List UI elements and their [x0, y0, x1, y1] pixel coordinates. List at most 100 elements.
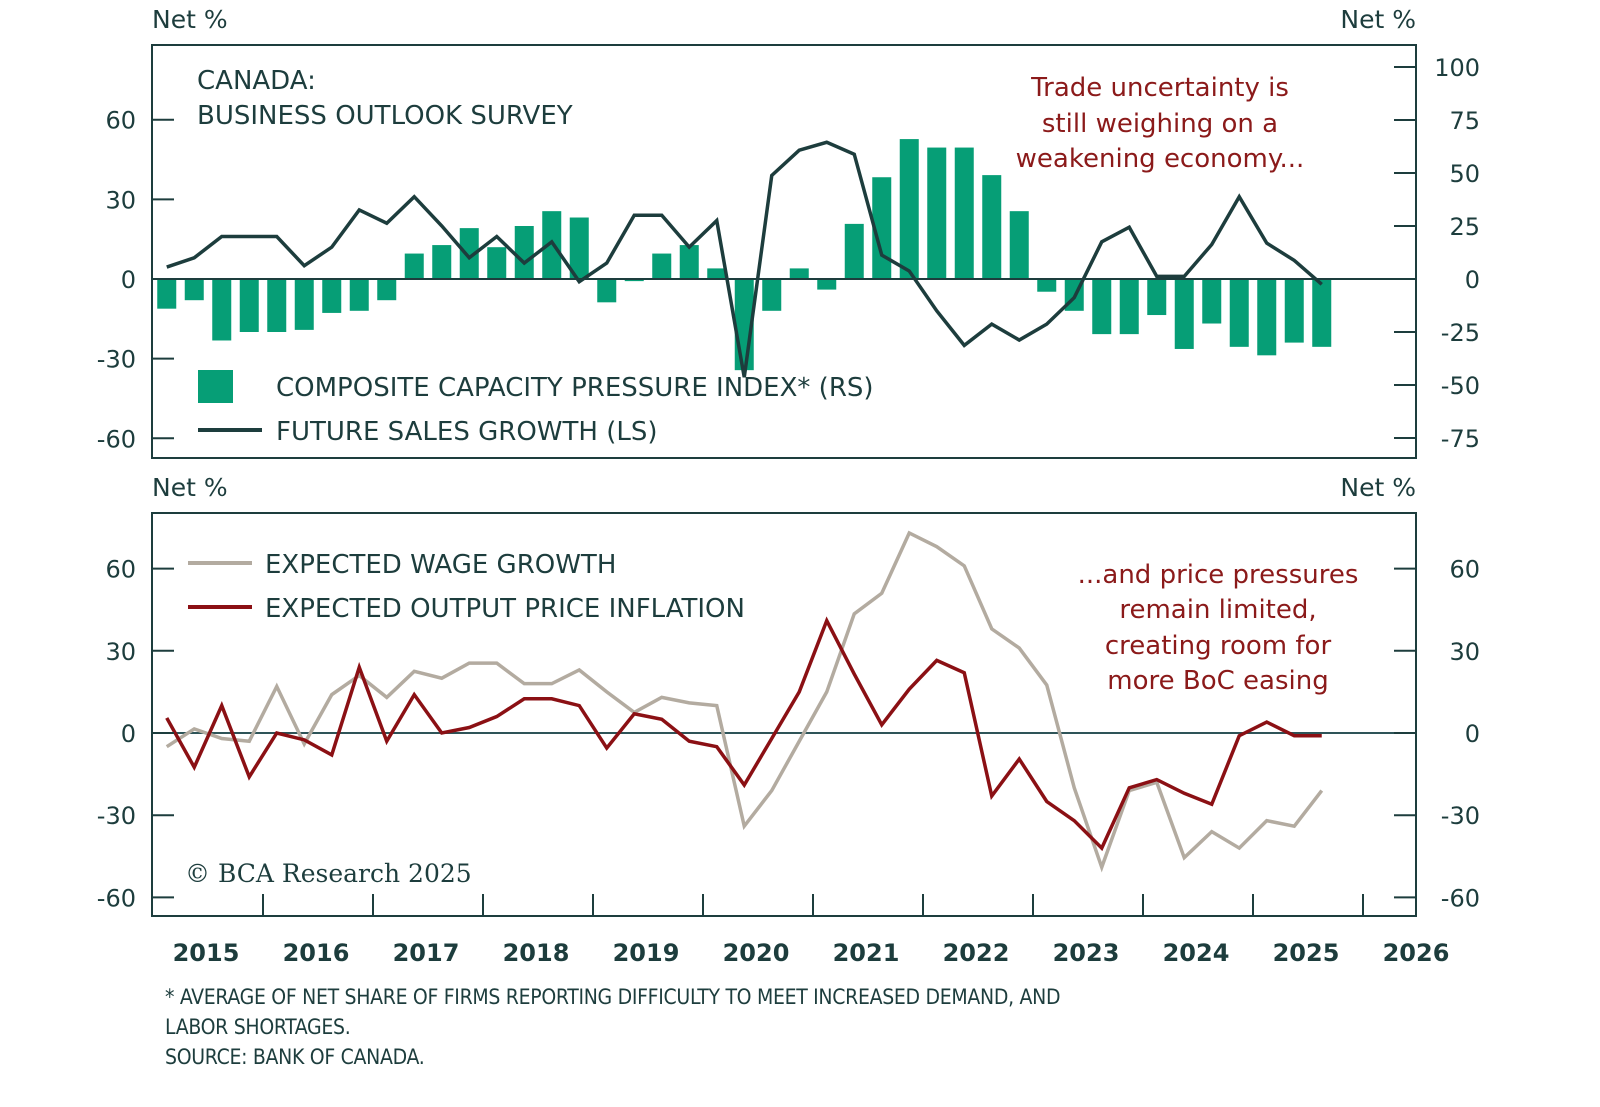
capacity-pressure-bar [184, 279, 204, 301]
bottom-legend: EXPECTED WAGE GROWTH EXPECTED OUTPUT PRI… [188, 550, 745, 624]
bottom-left-tick-label: 0 [121, 720, 136, 748]
top-right-tick-label: 0 [1465, 266, 1480, 294]
bottom-annotation-line-1: ...and price pressures [1078, 560, 1359, 590]
capacity-pressure-bar [1037, 279, 1057, 292]
bottom-right-tick-label: 30 [1449, 638, 1480, 666]
x-tick-label: 2016 [283, 939, 350, 967]
capacity-pressure-bar [817, 279, 837, 290]
capacity-pressure-bar [569, 217, 589, 279]
top-left-tick-label: 30 [105, 186, 136, 214]
capacity-pressure-bar [597, 279, 617, 303]
x-axis: 2015 2016 2017 2018 2019 2020 2021 2022 2023 2024… [173, 894, 1450, 967]
capacity-pressure-bar [404, 253, 424, 279]
capacity-pressure-bar [487, 247, 507, 279]
bottom-right-tick-label: 60 [1449, 556, 1480, 584]
legend-label-future-sales: FUTURE SALES GROWTH (LS) [276, 417, 657, 447]
legend-bar-swatch [198, 370, 233, 403]
future-sales-growth-line [166, 140, 1323, 378]
x-tick-label: 2024 [1163, 939, 1230, 967]
capacity-pressure-bar [1312, 279, 1332, 347]
top-right-tick-label: -75 [1441, 425, 1480, 453]
capacity-pressure-bar [1174, 279, 1194, 349]
capacity-pressure-bar [1257, 279, 1277, 356]
x-tick-label: 2021 [833, 939, 900, 967]
bottom-left-tick-label: 30 [105, 638, 136, 666]
capacity-pressure-bar [1092, 279, 1112, 335]
x-tick-label: 2022 [943, 939, 1010, 967]
bottom-annotation-line-2: remain limited, [1119, 595, 1316, 625]
bottom-right-tick-label: -60 [1441, 884, 1480, 912]
top-annotation-line-1: Trade uncertainty is [1030, 73, 1289, 103]
capacity-pressure-bar [157, 279, 177, 309]
top-panel: Net % Net % 60 30 0 -30 -60 100 75 50 25 0 -25 -50… [97, 5, 1480, 459]
capacity-pressure-bar [267, 279, 287, 332]
bottom-annotation-line-4: more BoC easing [1107, 666, 1328, 696]
capacity-pressure-bar [844, 223, 864, 279]
x-tick-label: 2025 [1273, 939, 1340, 967]
top-right-tick-label: -25 [1441, 319, 1480, 347]
top-bars-group [157, 139, 1332, 371]
top-right-unit-label: Net % [1340, 5, 1416, 34]
top-right-tick-label: 25 [1449, 213, 1480, 241]
top-annotation-line-3: weakening economy... [1016, 144, 1305, 174]
bottom-plot-frame [151, 512, 1417, 917]
bottom-right-axis: 60 30 0 -30 -60 [1394, 556, 1480, 912]
top-left-tick-label: -60 [97, 425, 136, 453]
x-tick-label: 2019 [613, 939, 680, 967]
capacity-pressure-bar [514, 226, 534, 279]
capacity-pressure-bar [982, 175, 1002, 279]
top-right-axis: 100 75 50 25 0 -25 -50 -75 [1394, 54, 1480, 453]
x-tick-label: 2015 [173, 939, 240, 967]
capacity-pressure-bar [707, 268, 727, 279]
capacity-pressure-bar [432, 245, 452, 279]
legend-label-capacity-pressure: COMPOSITE CAPACITY PRESSURE INDEX* (RS) [276, 373, 874, 403]
top-left-tick-label: 0 [121, 266, 136, 294]
capacity-pressure-bar [1229, 279, 1249, 347]
top-left-axis: 60 30 0 -30 -60 [97, 107, 174, 453]
capacity-pressure-bar [624, 279, 644, 282]
capacity-pressure-bar [377, 279, 397, 301]
bottom-panel: Net % Net % 60 30 0 -30 -60 60 30 0 -30 -60 2015… [97, 473, 1480, 967]
bottom-left-tick-label: -60 [97, 884, 136, 912]
capacity-pressure-bar [1119, 279, 1139, 335]
capacity-pressure-bar [652, 253, 672, 279]
bottom-left-tick-label: 60 [105, 556, 136, 584]
capacity-pressure-bar [872, 177, 892, 279]
top-left-tick-label: -30 [97, 346, 136, 374]
capacity-pressure-bar [294, 279, 314, 330]
top-right-tick-label: 100 [1434, 54, 1480, 82]
capacity-pressure-bar [542, 211, 562, 279]
source-note: SOURCE: BANK OF CANADA. [165, 1045, 425, 1069]
capacity-pressure-bar [239, 279, 259, 332]
top-annotation-line-2: still weighing on a [1042, 109, 1278, 139]
bottom-left-axis: 60 30 0 -30 -60 [97, 556, 174, 912]
chart-title-line-1: CANADA: [197, 66, 316, 96]
capacity-pressure-bar [459, 228, 479, 279]
x-tick-label: 2018 [503, 939, 570, 967]
top-right-tick-label: -50 [1441, 372, 1480, 400]
footnote-line-2: LABOR SHORTAGES. [165, 1015, 351, 1039]
expected-output-price-inflation-line [165, 616, 1322, 852]
capacity-pressure-bar [1284, 279, 1304, 343]
top-right-tick-label: 50 [1449, 160, 1480, 188]
capacity-pressure-bar [349, 279, 369, 311]
capacity-pressure-bar [1202, 279, 1222, 324]
capacity-pressure-bar [899, 139, 919, 279]
top-left-tick-label: 60 [105, 107, 136, 135]
bottom-annotation-line-3: creating room for [1105, 631, 1332, 661]
bottom-left-tick-label: -30 [97, 802, 136, 830]
capacity-pressure-bar [789, 268, 809, 279]
top-annotation: Trade uncertainty is still weighing on a… [1016, 73, 1305, 174]
footnote-line-1: * AVERAGE OF NET SHARE OF FIRMS REPORTIN… [165, 985, 1061, 1009]
x-tick-label: 2017 [393, 939, 460, 967]
capacity-pressure-bar [954, 147, 974, 279]
top-plot-frame [151, 44, 1417, 459]
top-legend: COMPOSITE CAPACITY PRESSURE INDEX* (RS) … [198, 370, 874, 447]
bottom-annotation: ...and price pressures remain limited, c… [1078, 560, 1359, 696]
x-tick-label: 2020 [723, 939, 790, 967]
x-tick-label: 2026 [1383, 939, 1450, 967]
chart-title-line-2: BUSINESS OUTLOOK SURVEY [197, 101, 573, 131]
capacity-pressure-bar [212, 279, 232, 341]
legend-label-wage: EXPECTED WAGE GROWTH [265, 550, 616, 580]
